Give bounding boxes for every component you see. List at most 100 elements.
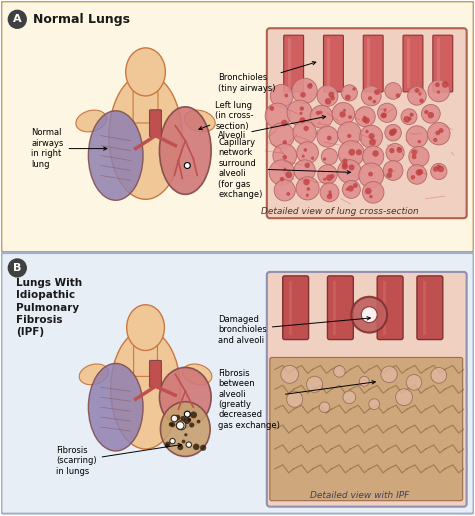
Circle shape: [330, 137, 334, 142]
Text: Lungs With
Idiopathic
Pulmonary
Fibrosis
(IPF): Lungs With Idiopathic Pulmonary Fibrosis…: [16, 278, 83, 337]
FancyBboxPatch shape: [270, 358, 463, 501]
Text: Capillary
network
surround
alveoli
(for gas
exchange): Capillary network surround alveoli (for …: [218, 138, 351, 199]
Circle shape: [361, 143, 386, 169]
Text: Damaged
bronchioles
and alveoli: Damaged bronchioles and alveoli: [218, 315, 370, 345]
Circle shape: [411, 96, 416, 101]
Circle shape: [296, 130, 300, 133]
Circle shape: [360, 117, 364, 121]
Circle shape: [279, 164, 285, 170]
Circle shape: [300, 150, 304, 154]
Circle shape: [352, 192, 357, 197]
Ellipse shape: [160, 107, 211, 195]
Circle shape: [276, 148, 293, 164]
Circle shape: [286, 391, 303, 407]
Ellipse shape: [161, 402, 210, 457]
Circle shape: [169, 422, 173, 427]
Circle shape: [352, 174, 356, 178]
FancyBboxPatch shape: [133, 337, 158, 376]
Circle shape: [413, 135, 418, 141]
Circle shape: [356, 112, 361, 118]
Circle shape: [397, 105, 421, 129]
Circle shape: [371, 135, 378, 141]
Circle shape: [370, 119, 375, 124]
Circle shape: [412, 130, 417, 135]
Circle shape: [177, 444, 183, 450]
Circle shape: [340, 124, 359, 143]
Circle shape: [323, 98, 326, 101]
Circle shape: [346, 94, 351, 99]
Circle shape: [294, 105, 300, 111]
Circle shape: [352, 297, 387, 333]
Text: Alveoli: Alveoli: [218, 116, 326, 140]
Circle shape: [431, 367, 446, 383]
Text: Fibrosis
(scarring)
in lungs: Fibrosis (scarring) in lungs: [56, 443, 181, 476]
Circle shape: [419, 178, 423, 182]
Circle shape: [306, 376, 323, 392]
Ellipse shape: [182, 364, 212, 385]
Circle shape: [273, 179, 296, 202]
Circle shape: [393, 173, 399, 179]
Circle shape: [329, 190, 336, 197]
Circle shape: [319, 174, 323, 177]
Circle shape: [434, 109, 439, 115]
Circle shape: [318, 127, 337, 146]
Circle shape: [407, 112, 410, 115]
Circle shape: [339, 161, 360, 182]
Circle shape: [437, 90, 444, 97]
FancyBboxPatch shape: [323, 35, 343, 92]
FancyBboxPatch shape: [417, 276, 443, 340]
Circle shape: [381, 366, 397, 382]
Circle shape: [407, 86, 427, 106]
Circle shape: [319, 402, 330, 412]
Circle shape: [384, 141, 407, 164]
Circle shape: [165, 442, 171, 447]
Circle shape: [350, 188, 355, 194]
Circle shape: [180, 416, 185, 421]
Text: A: A: [13, 14, 21, 24]
Circle shape: [297, 107, 304, 114]
Circle shape: [308, 93, 312, 98]
Circle shape: [361, 126, 381, 147]
Circle shape: [353, 105, 378, 129]
Circle shape: [315, 162, 340, 187]
FancyBboxPatch shape: [377, 276, 403, 340]
Circle shape: [170, 439, 175, 444]
Circle shape: [190, 411, 197, 418]
Circle shape: [295, 82, 314, 100]
Circle shape: [369, 399, 380, 410]
Circle shape: [186, 442, 191, 447]
Circle shape: [346, 116, 352, 121]
Circle shape: [347, 154, 352, 158]
Circle shape: [406, 164, 428, 185]
Text: Fibrosis
between
alveoli
(greatly
decreased
gas exchange): Fibrosis between alveoli (greatly decrea…: [218, 369, 375, 430]
Circle shape: [370, 152, 373, 156]
Circle shape: [434, 165, 439, 170]
Text: Bronchioles
(tiny airways): Bronchioles (tiny airways): [218, 61, 316, 93]
Circle shape: [184, 163, 190, 169]
Circle shape: [333, 366, 345, 377]
Circle shape: [311, 106, 332, 127]
Circle shape: [338, 82, 361, 104]
Circle shape: [273, 93, 279, 99]
Circle shape: [269, 123, 294, 148]
Circle shape: [419, 128, 425, 134]
Circle shape: [343, 391, 356, 404]
Circle shape: [427, 122, 450, 145]
Circle shape: [175, 415, 180, 421]
Circle shape: [341, 143, 361, 164]
Circle shape: [184, 417, 190, 424]
Circle shape: [278, 152, 285, 159]
Circle shape: [311, 151, 317, 157]
Text: Normal Lungs: Normal Lungs: [33, 13, 130, 26]
Circle shape: [170, 422, 175, 427]
Circle shape: [370, 175, 373, 178]
FancyBboxPatch shape: [1, 2, 474, 252]
Ellipse shape: [127, 305, 164, 350]
Circle shape: [364, 196, 371, 202]
FancyBboxPatch shape: [327, 276, 353, 340]
Ellipse shape: [126, 48, 165, 96]
Circle shape: [432, 138, 435, 142]
Circle shape: [371, 171, 374, 174]
Circle shape: [171, 415, 178, 422]
FancyBboxPatch shape: [363, 35, 383, 92]
